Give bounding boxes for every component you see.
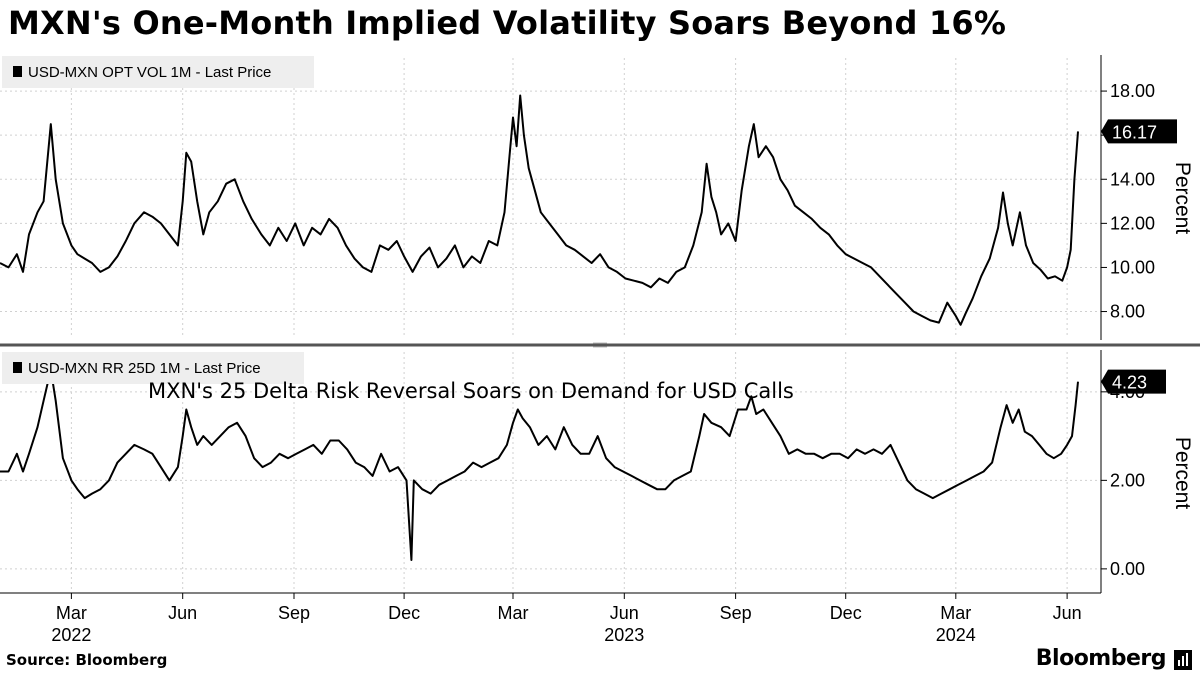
grid-layer	[0, 58, 1101, 591]
y-tick-label-rr: 2.00	[1110, 470, 1145, 490]
y-tick-label-vol: 12.00	[1110, 213, 1155, 233]
x-year-label: 2023	[604, 625, 644, 645]
brand-logo: Bloomberg	[1035, 646, 1167, 671]
panel-annotation: MXN's 25 Delta Risk Reversal Soars on De…	[148, 379, 794, 403]
callout-layer: 16.17 4.23	[1101, 119, 1177, 394]
y-tick-label-vol: 10.00	[1110, 257, 1155, 277]
series-line-rr	[0, 368, 1079, 561]
y-axis-label-rr: Percent	[1171, 437, 1194, 510]
x-tick-label: Mar	[940, 603, 971, 623]
legend-label-vol: USD-MXN OPT VOL 1M - Last Price	[28, 64, 271, 81]
y-tick-label-vol: 8.00	[1110, 302, 1145, 322]
x-tick-label: Sep	[720, 603, 752, 623]
x-tick-label: Jun	[168, 603, 197, 623]
bloomberg-terminal-icon	[1174, 650, 1192, 670]
legend-box-vol	[2, 56, 314, 88]
legend-label-rr: USD-MXN RR 25D 1M - Last Price	[28, 360, 261, 377]
last-value-callout-rr	[1101, 369, 1166, 394]
x-tick-label: Mar	[497, 603, 528, 623]
chart-title: MXN's One-Month Implied Volatility Soars…	[8, 4, 1007, 42]
x-tick-label: Jun	[610, 603, 639, 623]
x-tick-label: Mar	[56, 603, 87, 623]
x-tick-label: Sep	[278, 603, 310, 623]
last-value-callout-vol	[1101, 119, 1177, 144]
x-year-label: 2024	[936, 625, 976, 645]
y-tick-label-vol: 14.00	[1110, 169, 1155, 189]
last-value-label-vol: 16.17	[1112, 122, 1157, 142]
y-tick-label-vol: 18.00	[1110, 81, 1155, 101]
series-line-vol	[0, 94, 1079, 326]
y-tick-label-rr: 0.00	[1110, 559, 1145, 579]
x-year-label: 2022	[51, 625, 91, 645]
marks-layer	[0, 94, 1079, 561]
legend-swatch-vol	[13, 66, 22, 77]
legend-box-rr	[2, 352, 304, 384]
source-note: Source: Bloomberg	[6, 651, 168, 669]
y-axis-label-vol: Percent	[1171, 162, 1194, 235]
legend-swatch-rr	[13, 362, 22, 373]
last-value-label-rr: 4.23	[1112, 373, 1147, 393]
x-tick-label: Jun	[1053, 603, 1082, 623]
x-tick-label: Dec	[388, 603, 420, 623]
x-tick-label: Dec	[830, 603, 862, 623]
